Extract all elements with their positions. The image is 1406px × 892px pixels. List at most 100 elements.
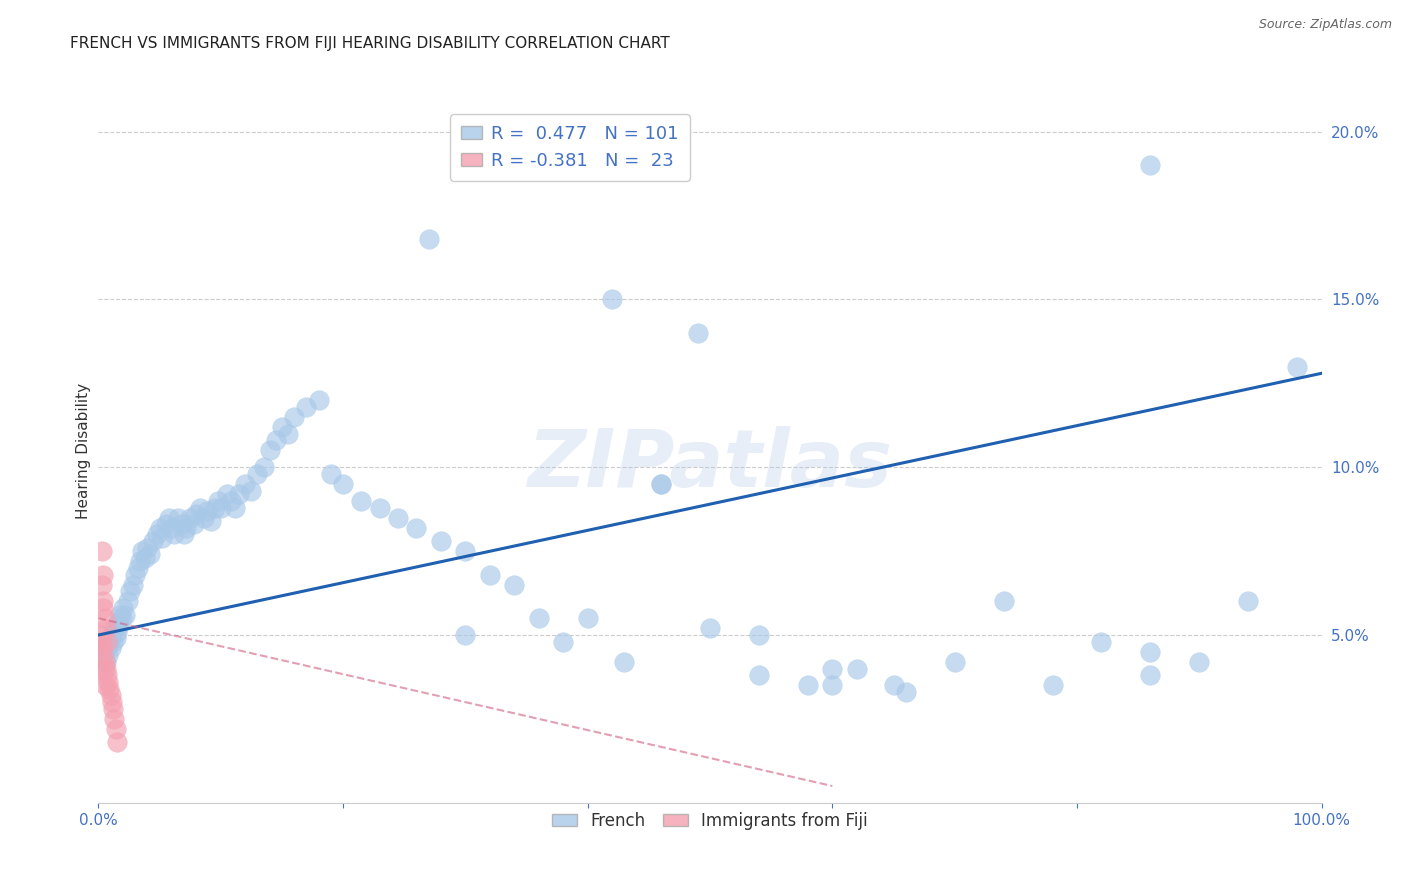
Point <box>821 678 844 692</box>
Point <box>131 544 153 558</box>
Point <box>142 534 165 549</box>
Point <box>176 521 198 535</box>
Point <box>93 678 115 692</box>
Point <box>101 628 124 642</box>
Point <box>96 668 118 682</box>
Point <box>111 601 134 615</box>
Point <box>97 648 120 662</box>
Point <box>117 594 139 608</box>
Point <box>89 628 111 642</box>
Point <box>186 507 208 521</box>
Point <box>277 426 299 441</box>
Point <box>207 493 229 508</box>
Point <box>110 607 132 622</box>
Point <box>91 567 114 582</box>
Point <box>387 510 409 524</box>
Point <box>405 521 427 535</box>
Point <box>993 594 1015 608</box>
Point <box>101 695 124 709</box>
Point <box>246 467 269 481</box>
Point <box>1139 668 1161 682</box>
Point <box>157 510 180 524</box>
Point <box>600 293 623 307</box>
Point <box>173 527 195 541</box>
Point <box>91 651 114 665</box>
Point <box>527 611 550 625</box>
Point <box>368 500 391 515</box>
Point <box>283 409 305 424</box>
Point <box>160 521 183 535</box>
Point <box>94 662 117 676</box>
Point <box>503 577 526 591</box>
Point <box>127 561 149 575</box>
Point <box>139 548 162 562</box>
Point <box>105 735 128 749</box>
Point <box>167 510 190 524</box>
Point <box>193 510 215 524</box>
Point <box>430 534 453 549</box>
Point <box>219 493 242 508</box>
Point <box>149 521 172 535</box>
Point <box>111 611 134 625</box>
Point <box>96 634 118 648</box>
Point <box>101 702 124 716</box>
Point <box>150 531 173 545</box>
Point <box>91 577 114 591</box>
Point <box>1042 678 1064 692</box>
Point <box>100 641 122 656</box>
Point <box>204 500 226 515</box>
Point <box>553 634 575 648</box>
Point <box>146 527 169 541</box>
Point <box>136 541 159 555</box>
Point <box>93 611 115 625</box>
Point <box>94 655 117 669</box>
Point <box>209 500 232 515</box>
Point <box>104 722 127 736</box>
Point <box>650 477 672 491</box>
Point <box>155 517 177 532</box>
Point <box>478 567 501 582</box>
Point <box>797 678 820 692</box>
Text: FRENCH VS IMMIGRANTS FROM FIJI HEARING DISABILITY CORRELATION CHART: FRENCH VS IMMIGRANTS FROM FIJI HEARING D… <box>70 36 671 51</box>
Point <box>188 500 211 515</box>
Point <box>200 514 222 528</box>
Point <box>252 460 274 475</box>
Point <box>101 634 124 648</box>
Point <box>108 618 131 632</box>
Point <box>179 510 201 524</box>
Point <box>1139 645 1161 659</box>
Point <box>259 443 281 458</box>
Point <box>91 601 114 615</box>
Point <box>1237 594 1260 608</box>
Point <box>91 645 114 659</box>
Point <box>91 648 114 662</box>
Point <box>1286 359 1309 374</box>
Point <box>613 655 636 669</box>
Point <box>686 326 709 340</box>
Point <box>319 467 342 481</box>
Legend: French, Immigrants from Fiji: French, Immigrants from Fiji <box>546 805 875 837</box>
Point <box>91 544 114 558</box>
Point <box>93 655 115 669</box>
Point <box>98 634 121 648</box>
Point <box>699 621 721 635</box>
Point <box>91 662 114 676</box>
Point <box>114 607 136 622</box>
Point <box>104 632 127 646</box>
Point <box>821 662 844 676</box>
Point <box>454 544 477 558</box>
Point <box>183 517 205 532</box>
Text: Source: ZipAtlas.com: Source: ZipAtlas.com <box>1258 18 1392 31</box>
Y-axis label: Hearing Disability: Hearing Disability <box>76 383 91 518</box>
Point <box>163 527 186 541</box>
Point <box>1188 655 1211 669</box>
Point <box>650 477 672 491</box>
Point <box>264 434 287 448</box>
Point <box>270 420 294 434</box>
Text: ZIPatlas: ZIPatlas <box>527 425 893 504</box>
Point <box>295 400 318 414</box>
Point <box>332 477 354 491</box>
Point <box>96 641 118 656</box>
Point <box>883 678 905 692</box>
Point <box>845 662 868 676</box>
